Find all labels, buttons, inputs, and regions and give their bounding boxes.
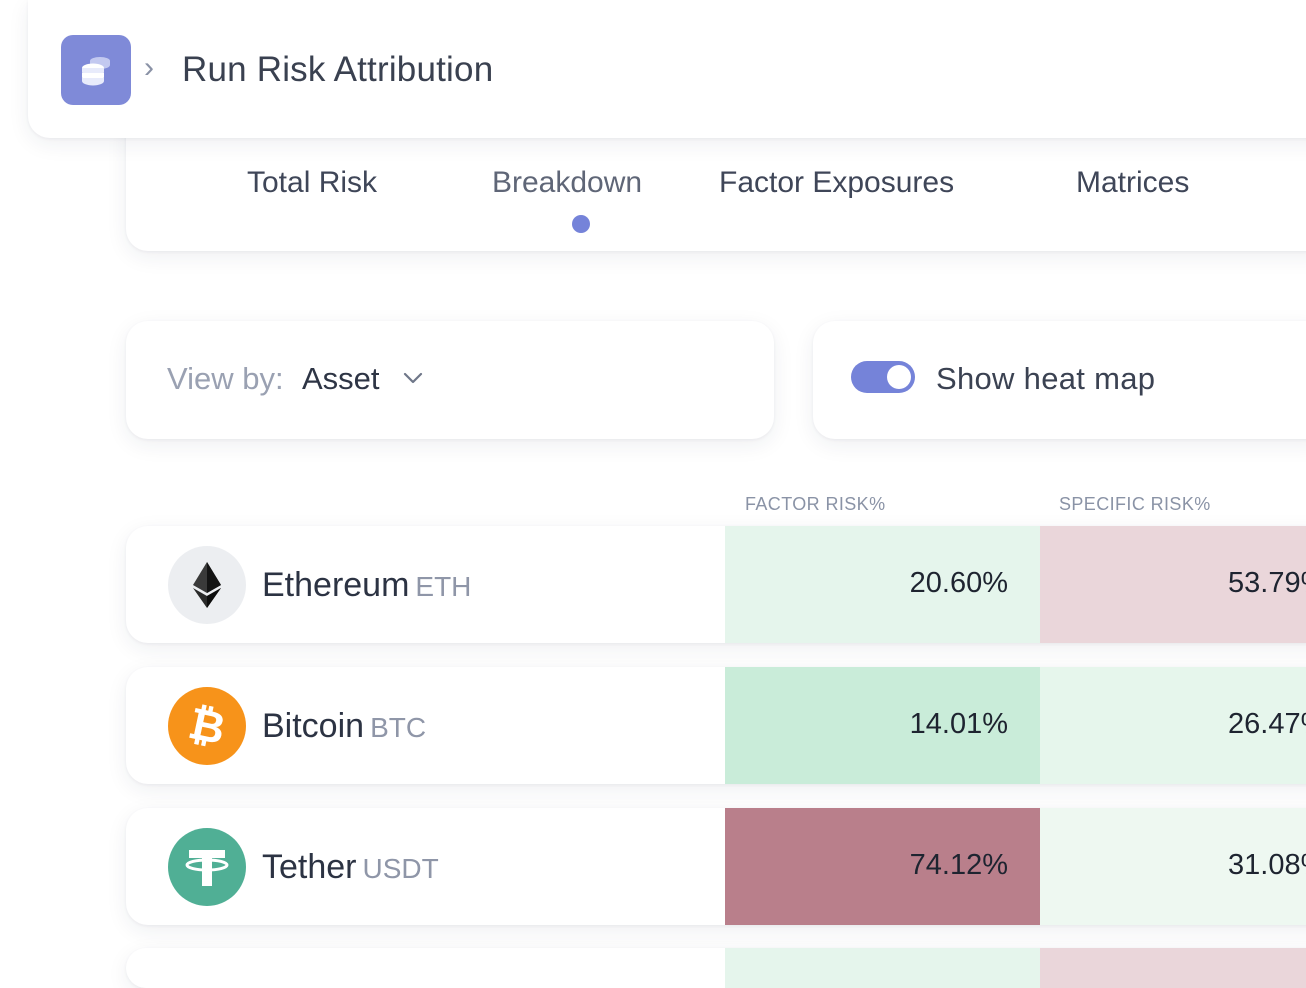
column-header-factor-risk[interactable]: FACTOR RISK%: [745, 494, 886, 514]
factor-risk-cell: 74.12%: [725, 808, 1040, 925]
coins-stack-icon[interactable]: [61, 35, 131, 105]
asset-name-text: Ethereum: [262, 566, 410, 604]
tab-factor-exposures[interactable]: Factor Exposures: [719, 166, 955, 199]
specific-risk-cell: [1040, 948, 1306, 988]
factor-risk-cell: [725, 948, 1040, 988]
factor-risk-cell: 14.01%: [725, 667, 1040, 784]
heat-map-label: Show heat map: [936, 361, 1156, 396]
asset-ticker: USDT: [362, 853, 439, 884]
toggle-knob: [887, 365, 911, 389]
view-by-dropdown[interactable]: View by: Asset: [126, 321, 774, 439]
header-bar: › Run Risk Attribution: [28, 0, 1306, 138]
specific-risk-value: 31.08%: [1228, 849, 1306, 881]
view-by-value: Asset: [302, 361, 380, 396]
chevron-down-icon: [403, 372, 423, 384]
specific-risk-cell: 53.79%: [1040, 526, 1306, 643]
asset-name-text: Bitcoin: [262, 707, 365, 745]
factor-risk-cell: 20.60%: [725, 526, 1040, 643]
view-by-label: View by:: [167, 361, 284, 396]
factor-risk-value: 20.60%: [909, 567, 1008, 599]
heat-map-toggle[interactable]: [851, 361, 915, 393]
factor-risk-value: 74.12%: [909, 849, 1008, 881]
tab-total-risk[interactable]: Total Risk: [247, 166, 378, 199]
active-tab-indicator: [572, 215, 590, 233]
tab-matrices[interactable]: Matrices: [1076, 166, 1190, 199]
factor-risk-value: 14.01%: [909, 708, 1008, 740]
ethereum-icon: [168, 546, 246, 624]
tab-bar: Total Risk Breakdown Factor Exposures Ma…: [126, 120, 1306, 251]
svg-text:₿: ₿: [184, 698, 230, 755]
column-header-specific-risk[interactable]: SPECIFIC RISK%: [1059, 494, 1211, 514]
page-title: Run Risk Attribution: [182, 50, 494, 89]
asset-name: Bitcoin BTC: [262, 707, 426, 746]
table-row-partial[interactable]: [126, 948, 1306, 988]
heat-map-card: Show heat map: [813, 321, 1306, 439]
bitcoin-icon: ₿: [168, 687, 246, 765]
asset-ticker: BTC: [370, 712, 427, 743]
specific-risk-value: 53.79%: [1228, 567, 1306, 599]
tether-icon: [168, 828, 246, 906]
breadcrumb-chevron-icon: ›: [144, 51, 154, 84]
tab-breakdown[interactable]: Breakdown: [492, 166, 643, 199]
specific-risk-cell: 31.08%: [1040, 808, 1306, 925]
asset-name-text: Tether: [262, 848, 357, 886]
specific-risk-cell: 26.47%: [1040, 667, 1306, 784]
specific-risk-value: 26.47%: [1228, 708, 1306, 740]
asset-name: Tether USDT: [262, 848, 439, 887]
asset-ticker: ETH: [415, 571, 472, 602]
asset-name: Ethereum ETH: [262, 566, 471, 605]
